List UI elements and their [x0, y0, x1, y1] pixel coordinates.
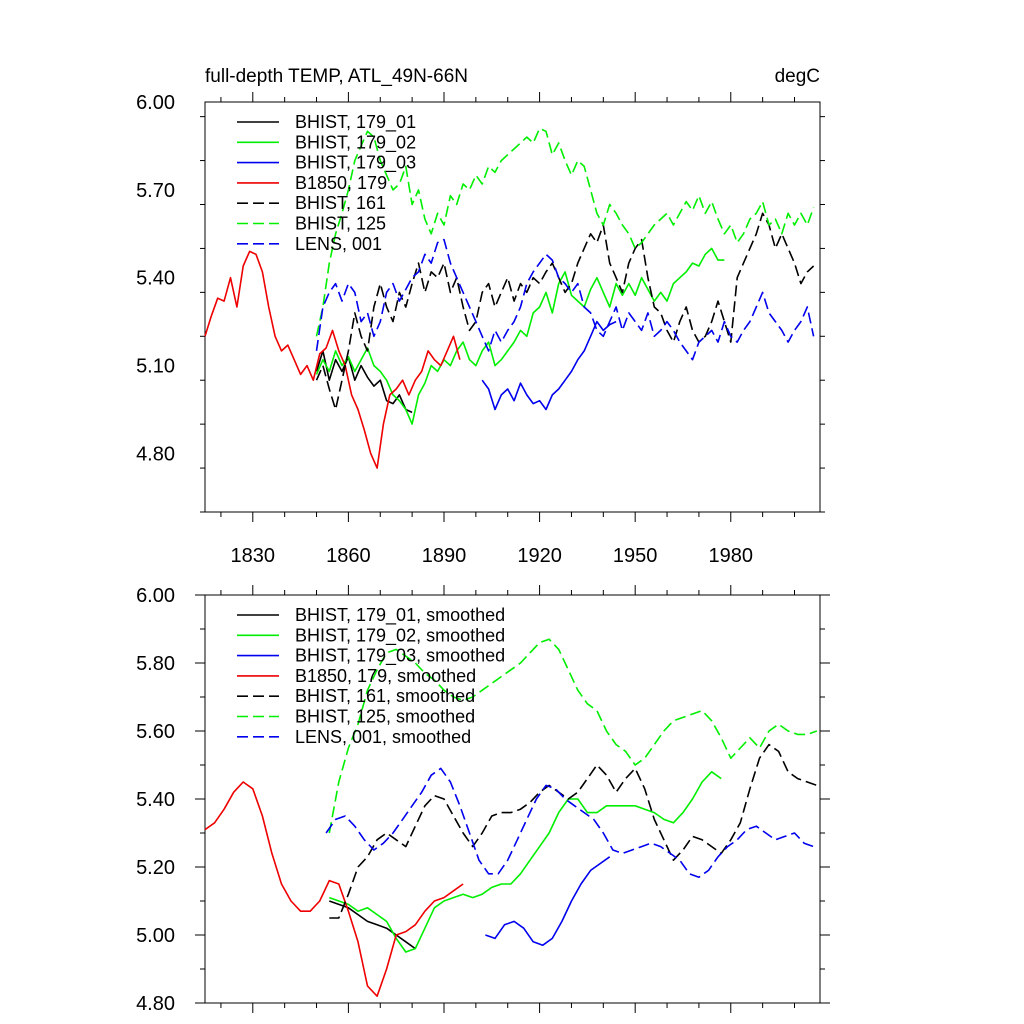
bottom-series-line-3: [204, 781, 464, 998]
top-panel: full-depth TEMP, ATL_49N-66N degC 1830 18…: [136, 66, 825, 567]
bottom-series-line-5: [328, 638, 818, 834]
top-title: full-depth TEMP, ATL_49N-66N: [205, 66, 468, 87]
bottom-legend-label: B1850, 179, smoothed: [295, 666, 476, 686]
bottom-legend-label: BHIST, 179_01, smoothed: [295, 605, 505, 626]
bottom-legend-label: BHIST, 179_03, smoothed: [295, 646, 505, 667]
bottom-panel: 6.00 5.80 5.60 5.40 5.20 5.00 4.80 BHIST, 179_0…: [136, 585, 830, 1015]
top-legend-label: BHIST, 161: [295, 193, 386, 213]
top-series-line-3: [204, 250, 461, 469]
top-x-tick-label: 1920: [517, 545, 562, 567]
top-series-line-1: [315, 247, 725, 425]
top-series-line-4: [315, 212, 815, 411]
bottom-y-tick-label: 5.20: [136, 857, 175, 879]
top-legend-label: BHIST, 125: [295, 214, 386, 234]
top-legend-label: BHIST, 179_02: [295, 132, 416, 153]
top-x-tick-label: 1980: [709, 545, 754, 567]
top-legend-label: LENS, 001: [295, 234, 382, 254]
top-x-tick-label: 1950: [613, 545, 658, 567]
bottom-legend-label: BHIST, 125, smoothed: [295, 707, 475, 727]
bottom-y-tick-label: 5.40: [136, 789, 175, 811]
top-legend-label: BHIST, 179_03: [295, 153, 416, 174]
bottom-series-line-1: [329, 770, 722, 953]
bottom-series-line-4: [329, 743, 818, 919]
bottom-y-tick-label: 5.00: [136, 925, 175, 947]
top-y-tick-label: 5.10: [136, 356, 175, 378]
top-plot-frame: [204, 101, 821, 513]
bottom-y-tick-label: 4.80: [136, 993, 175, 1015]
top-y-tick-label: 6.00: [136, 92, 175, 114]
top-series-line-6: [315, 238, 815, 361]
bottom-legend-label: BHIST, 161, smoothed: [295, 686, 475, 706]
top-x-tick-label: 1890: [422, 545, 467, 567]
bottom-y-tick-label: 6.00: [136, 585, 175, 607]
top-legend-label: B1850, 179: [295, 173, 387, 193]
top-units: degC: [775, 66, 820, 87]
top-x-tick-label: 1830: [231, 545, 276, 567]
bottom-series-line-2: [485, 856, 611, 947]
bottom-y-tick-label: 5.60: [136, 721, 175, 743]
top-y-tick-label: 5.70: [136, 180, 175, 202]
top-y-tick-label: 4.80: [136, 443, 175, 465]
top-legend-label: BHIST, 179_01: [295, 112, 416, 133]
top-series-line-2: [481, 320, 617, 411]
top-series-line-0: [315, 350, 413, 414]
bottom-legend-label: BHIST, 179_02, smoothed: [295, 625, 505, 646]
top-x-tick-label: 1860: [326, 545, 371, 567]
top-y-tick-label: 5.40: [136, 268, 175, 290]
bottom-series-line-6: [325, 767, 814, 879]
bottom-y-tick-label: 5.80: [136, 653, 175, 675]
bottom-legend-label: LENS, 001, smoothed: [295, 727, 471, 747]
